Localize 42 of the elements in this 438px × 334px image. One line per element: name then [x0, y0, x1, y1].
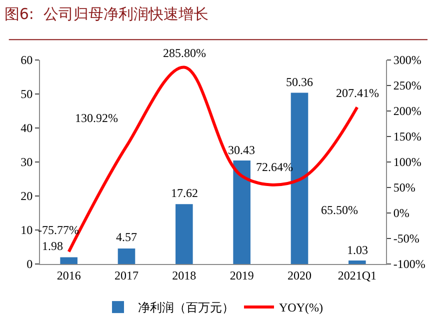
y2-tick-label: 300% [393, 53, 422, 68]
bar [290, 92, 308, 264]
bar [60, 257, 78, 264]
y-tick-label: 30 [20, 155, 33, 170]
y2-tick-label: 200% [393, 104, 422, 118]
data-label: 4.57 [116, 230, 137, 244]
data-label: 1.98 [42, 239, 63, 253]
data-label: 50.36 [286, 75, 313, 89]
data-label: 130.92% [75, 111, 118, 125]
data-label: 207.41% [336, 86, 379, 100]
y2-tick-label: 100% [393, 155, 422, 170]
legend-label: YOY(%) [279, 300, 323, 315]
y-tick-label: 10 [20, 223, 33, 238]
y2-tick-label: -50% [393, 232, 420, 246]
bar [118, 248, 136, 264]
data-label: 17.62 [171, 186, 198, 200]
y-tick-label: 60 [20, 53, 33, 68]
y-tick-label: 50 [20, 87, 33, 102]
y2-tick-label: 0% [393, 206, 410, 220]
bar [348, 260, 366, 264]
x-tick-label: 2017 [114, 268, 138, 282]
data-label: -75.77% [38, 223, 79, 237]
data-label: 1.03 [347, 243, 368, 257]
data-label: 65.50% [321, 203, 358, 217]
y2-tick-label: 150% [393, 130, 422, 144]
y2-tick-label: -100% [393, 257, 426, 272]
y2-tick-label: 50% [393, 180, 416, 195]
y-tick-label: 0 [26, 257, 33, 272]
x-tick-label: 2018 [172, 268, 196, 282]
bar [176, 204, 193, 264]
x-tick-label: 2021Q1 [338, 268, 377, 282]
x-tick-label: 2020 [288, 268, 312, 282]
y-tick-label: 40 [20, 121, 33, 136]
chart-title: 图6: 公司归母净利润快速增长 [4, 4, 209, 23]
data-label: 30.43 [228, 143, 255, 157]
data-label: 285.80% [163, 46, 206, 60]
y2-tick-label: 250% [393, 78, 422, 93]
y-tick-label: 20 [20, 189, 33, 204]
legend-label: 净利润（百万元） [138, 300, 234, 315]
bar [233, 160, 250, 264]
x-tick-label: 2019 [230, 268, 254, 282]
x-tick-label: 2016 [56, 268, 81, 282]
